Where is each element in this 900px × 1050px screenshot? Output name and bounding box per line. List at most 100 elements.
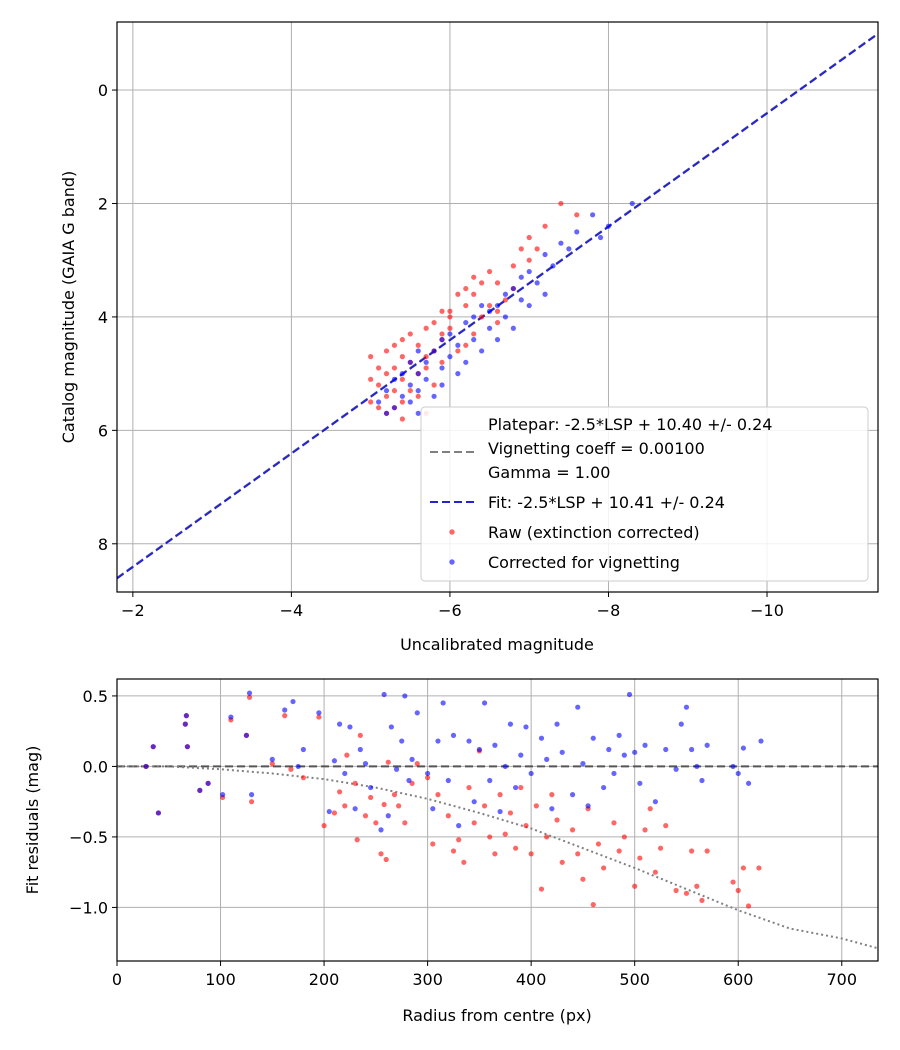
top-raw-point (391, 365, 398, 371)
top-raw-point (375, 405, 382, 411)
top-corrected-point (415, 348, 421, 354)
bottom-raw-point (663, 823, 669, 829)
bottom-raw-point (352, 780, 358, 786)
top-corrected-point (431, 393, 437, 399)
bottom-y-ticks: 0.5 0.0 −0.5 −1.0 (69, 687, 117, 917)
bottom-raw-point (450, 848, 457, 854)
top-y-tick-label: 2 (98, 194, 108, 213)
bottom-corrected-point (316, 710, 322, 716)
top-raw-point (407, 331, 413, 337)
bottom-corrected-point (606, 746, 612, 753)
bottom-corrected-point (393, 766, 400, 772)
bottom-raw-point (381, 801, 387, 808)
top-raw-point (463, 342, 469, 348)
bottom-raw-point (342, 803, 348, 809)
top-raw-point (423, 365, 429, 371)
bottom-x-tick-label: 500 (619, 970, 650, 989)
top-corrected-point (494, 337, 501, 343)
bottom-x-tick-label: 600 (723, 970, 754, 989)
bottom-corrected-point (450, 732, 457, 739)
bottom-corrected-point (243, 732, 250, 739)
top-raw-point (479, 280, 485, 286)
bottom-raw-point (357, 732, 363, 739)
bottom-raw-point (248, 799, 255, 805)
bottom-corrected-point (689, 746, 695, 753)
top-corrected-point (375, 399, 382, 405)
top-raw-point (447, 325, 453, 331)
top-raw-point (399, 399, 405, 405)
top-raw-point (368, 376, 374, 382)
top-corrected-point (534, 280, 540, 286)
top-raw-point (431, 382, 437, 388)
top-raw-point (574, 212, 580, 218)
bottom-corrected-point (601, 784, 607, 791)
bottom-corrected-point (388, 724, 394, 730)
top-raw-point (518, 246, 524, 252)
top-corrected-point (518, 274, 524, 280)
bottom-corrected-point (585, 803, 591, 809)
bottom-raw-point (383, 856, 389, 863)
bottom-corrected-point (182, 721, 188, 727)
bottom-corrected-point (378, 827, 384, 833)
bottom-x-tick-label: 200 (309, 970, 340, 989)
top-raw-point (439, 308, 445, 314)
top-corrected-point (542, 251, 548, 258)
top-raw-point (383, 348, 390, 354)
top-raw-point (455, 348, 461, 354)
bottom-corrected-point (580, 761, 586, 767)
top-x-axis-label: Uncalibrated magnitude (400, 635, 594, 654)
top-corrected-point (439, 337, 445, 343)
bottom-raw-point (396, 803, 402, 809)
legend-fit-label: Fit: -2.5*LSP + 10.41 +/- 0.24 (488, 493, 725, 512)
bottom-raw-point (344, 752, 350, 758)
bottom-corrected-point (502, 763, 508, 770)
bottom-vignetting-model-line (117, 765, 879, 950)
top-raw-point (375, 382, 382, 388)
bottom-raw-point (445, 813, 451, 819)
top-x-tick-label: −6 (438, 601, 462, 620)
bottom-corrected-point (487, 777, 493, 784)
bottom-corrected-point (456, 823, 462, 829)
bottom-raw-point (368, 794, 374, 801)
top-raw-point (399, 416, 405, 422)
top-y-ticks: 0 2 4 6 8 (98, 81, 117, 554)
bottom-corrected-point (269, 756, 275, 762)
top-x-tick-label: −10 (750, 601, 784, 620)
bottom-y-tick-label: −0.5 (69, 828, 108, 847)
bottom-corrected-point (642, 742, 648, 748)
top-corrected-point (479, 302, 485, 309)
bottom-raw-point (580, 876, 586, 882)
legend-corrected-label: Corrected for vignetting (488, 553, 680, 572)
bottom-corrected-point (616, 732, 622, 739)
bottom-corrected-point (220, 792, 226, 798)
bottom-corrected-point (337, 721, 343, 727)
bottom-raw-point (300, 775, 306, 781)
top-corrected-point (494, 302, 501, 309)
bottom-raw-point (544, 834, 550, 840)
top-corrected-point (463, 319, 469, 326)
bottom-corrected-point (295, 763, 301, 770)
bottom-raw-point (362, 813, 369, 819)
top-raw-point (375, 365, 382, 371)
bottom-model-lines (117, 765, 879, 950)
bottom-raw-point (673, 887, 679, 894)
bottom-corrected-point (590, 735, 596, 741)
top-x-tick-label: −8 (597, 601, 621, 620)
top-corrected-point (463, 359, 469, 365)
bottom-corrected-point (425, 770, 431, 777)
bottom-raw-point (321, 823, 327, 829)
bottom-raw-point (611, 820, 617, 826)
top-corrected-point (391, 405, 398, 411)
bottom-corrected-point (758, 738, 764, 744)
bottom-corrected-point (143, 763, 149, 770)
bottom-corrected-point (637, 780, 643, 786)
top-x-tick-label: −4 (280, 601, 304, 620)
top-raw-point (494, 319, 501, 326)
top-raw-point (558, 200, 564, 207)
bottom-corrected-point (481, 700, 488, 706)
top-raw-point (439, 359, 445, 365)
top-corrected-point (605, 223, 612, 229)
bottom-corrected-point (184, 744, 191, 750)
bottom-corrected-point (445, 777, 451, 784)
